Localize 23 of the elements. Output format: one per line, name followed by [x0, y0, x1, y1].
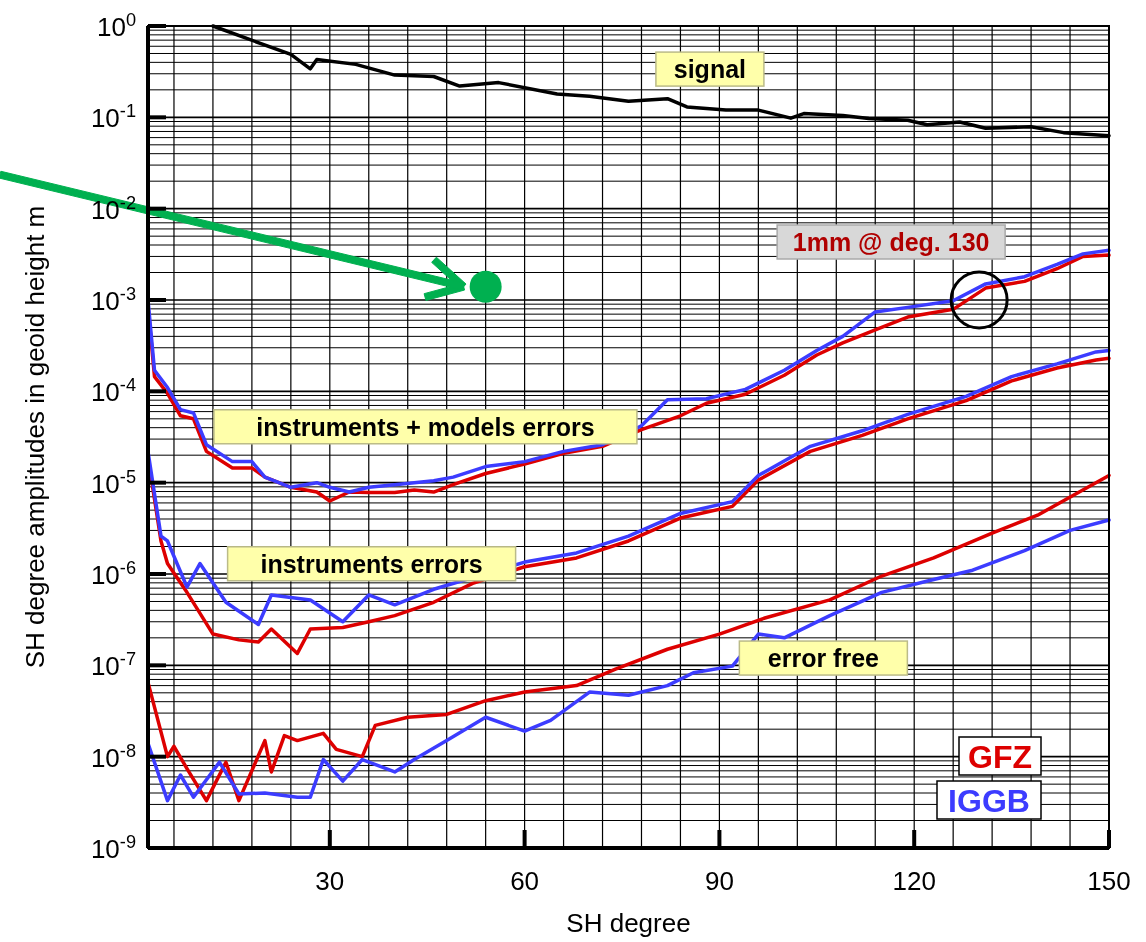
y-tick-label: 10$^{0}$ [96, 10, 136, 42]
annotation: error free [767, 644, 880, 673]
annotation: instruments errors [260, 549, 483, 578]
x-tick-label: 30 [315, 866, 345, 896]
y-tick-label: 10$^{-7}$ [90, 649, 136, 682]
x-tick-label: 150 [1087, 866, 1131, 896]
y-tick-label: 10$^{-3}$ [90, 284, 136, 316]
y-axis-title: SH degree amplitudes in geoid height m [20, 205, 50, 669]
annotation: 1mm @ deg. 130 [792, 228, 990, 256]
x-tick-label: 120 [892, 866, 936, 896]
x-axis-title: SH degree [566, 908, 691, 938]
x-tick-label: 60 [510, 866, 540, 896]
y-tick-label: 10$^{-4}$ [90, 375, 136, 408]
y-tick-label: 10$^{-1}$ [90, 101, 136, 134]
y-tick-label: 10$^{-6}$ [90, 558, 136, 590]
text: GFZ [968, 739, 1032, 775]
annotation: instruments + models errors [256, 412, 595, 441]
y-tick-label: 10$^{-5}$ [90, 466, 136, 499]
text: IGGB [948, 783, 1030, 819]
x-tick-label: 90 [704, 866, 734, 896]
annotation: signal [673, 55, 747, 84]
y-tick-label: 10$^{-9}$ [90, 832, 136, 864]
y-tick-label: 10$^{-8}$ [90, 740, 136, 773]
